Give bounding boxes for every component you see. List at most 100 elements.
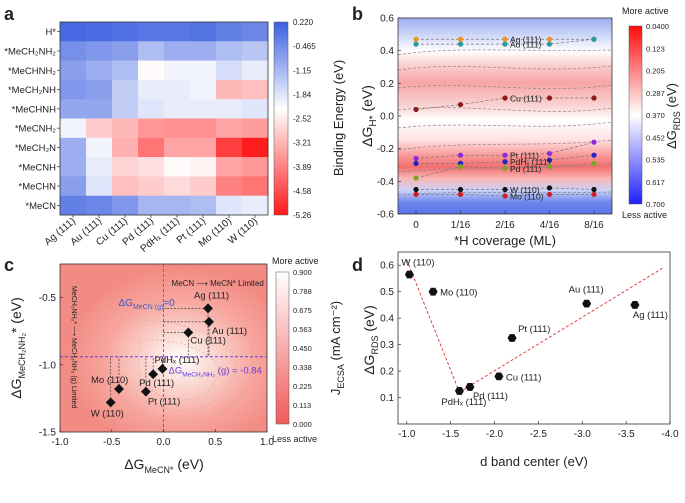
hline-label-main: ΔG bbox=[169, 366, 183, 377]
heatmap-cell bbox=[216, 118, 243, 139]
y-tick-label: 0.4 bbox=[380, 46, 394, 57]
point-label: Pd (111) bbox=[473, 391, 508, 402]
point-label: PdHₓ (111) bbox=[441, 397, 486, 408]
colorbar-b-tick: 0.535 bbox=[646, 156, 665, 165]
trend-line bbox=[406, 259, 460, 393]
data-point bbox=[630, 301, 640, 309]
panel-b-ylabel: ΔGH* (eV) bbox=[359, 85, 379, 147]
colorbar-a bbox=[273, 21, 289, 216]
heatmap-row-label: *MeCN bbox=[25, 201, 56, 212]
heatmap-cell bbox=[86, 22, 113, 42]
y-tick-label: 0.3 bbox=[380, 340, 394, 351]
y-tick-label: 0.2 bbox=[380, 367, 394, 378]
series-point bbox=[413, 160, 419, 166]
heatmap-col-label: W (110) bbox=[226, 216, 260, 247]
heatmap-cell bbox=[60, 79, 87, 100]
panel-c-ylabel: ΔGMeCH₂NH₂* (eV) bbox=[8, 297, 27, 399]
heatmap-cell bbox=[138, 41, 165, 61]
heatmap-cell bbox=[242, 60, 269, 81]
heatmap-cell bbox=[164, 79, 191, 100]
heatmap-cell bbox=[112, 99, 139, 119]
y-tick-label: -0.6 bbox=[377, 210, 395, 221]
heatmap-cell bbox=[86, 176, 113, 196]
data-point bbox=[140, 386, 151, 397]
colorbar-b-tick: 0.205 bbox=[646, 67, 665, 76]
colorbar-c-label-sub: ECSA bbox=[336, 364, 346, 389]
y-tick-label: 0.6 bbox=[380, 261, 394, 272]
heatmap-cell bbox=[242, 118, 269, 139]
data-point bbox=[507, 334, 517, 342]
heatmap-row-label: *MeCHNH₂ bbox=[8, 66, 56, 77]
colorbar-b-label: ΔGRDS (eV) bbox=[664, 83, 682, 149]
series-point bbox=[502, 159, 508, 165]
data-point bbox=[204, 316, 214, 327]
heatmap-cell bbox=[216, 195, 243, 216]
heatmap-cell bbox=[242, 137, 269, 158]
y-tick-label: 0.5 bbox=[380, 287, 394, 298]
colorbar-c-label: JECSA (mA cm⁻²) bbox=[328, 301, 346, 395]
x-tick-label: -1.0 bbox=[51, 437, 69, 448]
heatmap-cell bbox=[190, 41, 217, 61]
x-tick-label: 0.5 bbox=[208, 437, 222, 448]
heatmap-cell bbox=[60, 176, 87, 196]
colorbar-b-label-main: ΔG bbox=[664, 130, 679, 149]
series-point bbox=[502, 152, 508, 158]
heatmap-cell bbox=[190, 99, 217, 119]
heatmap-cell bbox=[190, 79, 217, 100]
heatmap-cell bbox=[112, 118, 139, 139]
panel-d-ylabel-unit: (eV) bbox=[361, 305, 377, 335]
series-point bbox=[502, 41, 508, 47]
series-point bbox=[546, 36, 553, 42]
colorbar-c-tick: 0.113 bbox=[293, 401, 311, 410]
series-point bbox=[457, 191, 464, 197]
panel-c-xlabel-sub: MeCN* bbox=[144, 465, 174, 475]
heatmap-cell bbox=[164, 41, 191, 61]
heatmap-cell bbox=[86, 157, 113, 177]
heatmap-row-label: *MeCH₂N bbox=[15, 143, 56, 154]
colorbar-a-tick: -5.26 bbox=[293, 211, 312, 220]
contour-line bbox=[397, 191, 613, 196]
heatmap-cell bbox=[164, 137, 191, 158]
heatmap-cell bbox=[190, 60, 217, 81]
colorbar-c-tick: 0.900 bbox=[293, 268, 312, 277]
x-tick-label: 4/16 bbox=[540, 220, 560, 231]
x-tick-label: 0 bbox=[413, 220, 419, 231]
series-label: Au (111) bbox=[510, 40, 542, 50]
y-tick-label: -1.0 bbox=[39, 360, 57, 371]
colorbar-c bbox=[275, 271, 290, 425]
contour-line bbox=[397, 121, 613, 129]
heatmap-row-label: H* bbox=[45, 27, 56, 38]
contour-line bbox=[99, 299, 253, 421]
data-point bbox=[148, 369, 159, 380]
contour-line bbox=[397, 65, 613, 71]
heatmap-cell bbox=[60, 60, 87, 81]
panel-a-heatmap: H* *MeCH₂NH₂ *MeCHNH₂ *MeCH₂NH *MeCHNH *MeCNH… bbox=[4, 18, 346, 255]
panel-letter-b: b bbox=[352, 4, 363, 24]
heatmap-cell bbox=[112, 60, 139, 81]
heatmap-cell bbox=[60, 99, 87, 119]
heatmap-cell bbox=[138, 99, 165, 119]
heatmap-cell bbox=[164, 118, 191, 139]
heatmap-cell bbox=[242, 79, 269, 100]
heatmap-cell bbox=[86, 41, 113, 61]
colorbar-c-label-main: J bbox=[328, 389, 343, 396]
series-point bbox=[591, 152, 597, 158]
x-tick-label: -2.5 bbox=[530, 429, 548, 440]
series-point bbox=[457, 152, 464, 158]
data-point bbox=[454, 387, 464, 395]
x-tick-label: -3.0 bbox=[574, 429, 592, 440]
heatmap-cell bbox=[86, 118, 113, 139]
heatmap-cell bbox=[190, 137, 217, 158]
colorbar-c-tick: 0.000 bbox=[293, 420, 312, 429]
series-point bbox=[546, 157, 553, 163]
heatmap-cell bbox=[242, 41, 269, 61]
panel-c-ylabel-main: ΔG bbox=[8, 379, 24, 399]
x-tick-label: 8/16 bbox=[584, 220, 604, 231]
point-label: Cu (111) bbox=[506, 372, 542, 383]
panel-c-ylabel-sub: MeCH₂NH₂ bbox=[17, 333, 27, 379]
heatmap-cell bbox=[138, 137, 165, 158]
data-point bbox=[183, 327, 194, 338]
panel-d-xlabel: d band center (eV) bbox=[480, 454, 588, 469]
heatmap-cell bbox=[112, 79, 139, 100]
colorbar-c-tick: 0.450 bbox=[293, 344, 312, 353]
